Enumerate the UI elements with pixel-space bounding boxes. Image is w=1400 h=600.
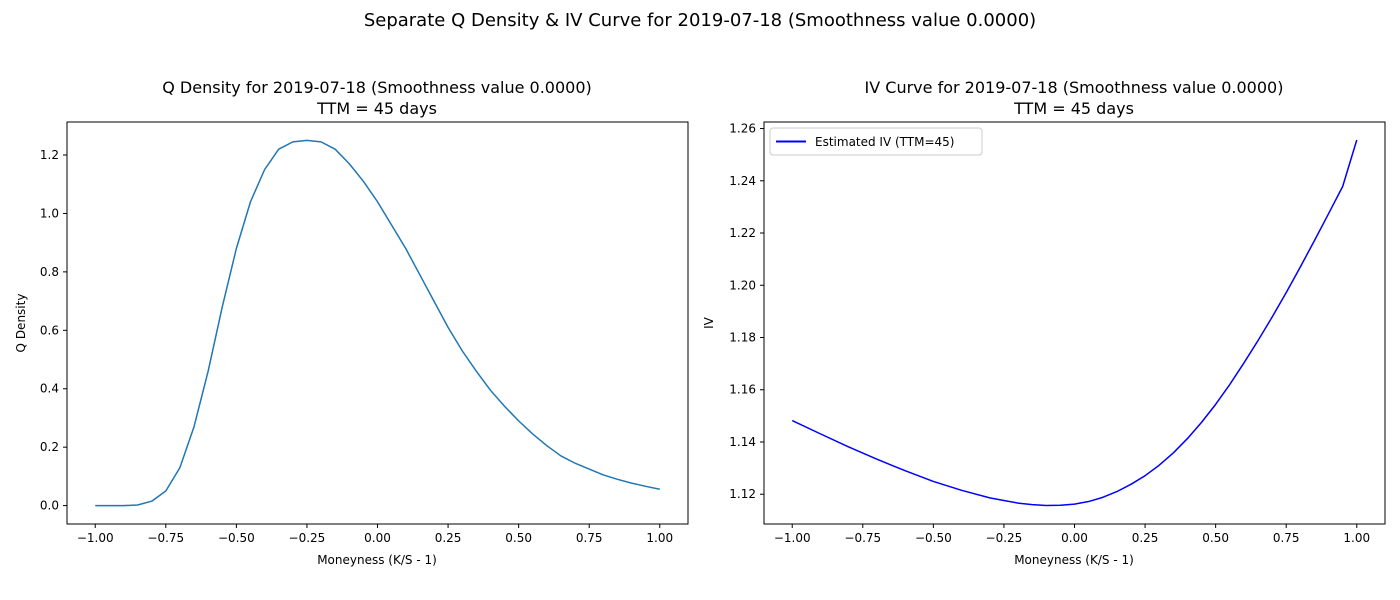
legend-box xyxy=(769,127,983,156)
plot-area-frame xyxy=(763,121,1386,525)
x-tick-label: 0.25 xyxy=(1132,531,1159,545)
tick-layer: −1.00 −0.75 −0.50 −0.25 0.00 0.25 0.50 0.75 1.00… xyxy=(729,122,1370,545)
y-tick-label: 1.18 xyxy=(729,330,756,344)
x-tick-label: 0.50 xyxy=(505,531,532,545)
x-tick-label: −0.25 xyxy=(986,531,1023,545)
x-tick-label: −0.75 xyxy=(844,531,881,545)
series-layer xyxy=(95,139,660,507)
q-density-chart: Q Density for 2019-07-18 (Smoothness val… xyxy=(14,78,689,567)
x-tick-label: −0.75 xyxy=(147,531,184,545)
x-tick-label: −1.00 xyxy=(77,531,114,545)
x-tick-label: 1.00 xyxy=(646,531,673,545)
y-tick-label: 0.8 xyxy=(40,265,59,279)
y-tick-label: 0.2 xyxy=(40,440,59,454)
x-tick-label: 0.25 xyxy=(435,531,462,545)
x-tick-label: 0.00 xyxy=(1061,531,1088,545)
y-tick-label: 1.24 xyxy=(729,174,756,188)
y-tick-label: 1.0 xyxy=(40,206,59,220)
x-tick-label: −0.50 xyxy=(915,531,952,545)
x-tick-label: −1.00 xyxy=(774,531,811,545)
x-axis-label: Moneyness (K/S - 1) xyxy=(317,553,437,567)
y-axis-label: IV xyxy=(702,316,716,329)
y-tick-label: 1.14 xyxy=(729,435,756,449)
x-tick-label: 0.75 xyxy=(576,531,603,545)
series-layer xyxy=(791,139,1358,507)
y-tick-label: 1.12 xyxy=(729,487,756,501)
figure-suptitle: Separate Q Density & IV Curve for 2019-0… xyxy=(364,10,1036,31)
series-line xyxy=(791,139,1358,507)
series-line xyxy=(95,139,660,507)
y-tick-label: 1.16 xyxy=(729,383,756,397)
plot-area-frame xyxy=(66,121,689,525)
y-tick-label: 0.4 xyxy=(40,382,59,396)
y-tick-label: 1.2 xyxy=(40,148,59,162)
legend-entry-label: Estimated IV (TTM=45) xyxy=(815,135,955,149)
y-tick-label: 1.22 xyxy=(729,226,756,240)
x-tick-label: 0.50 xyxy=(1202,531,1229,545)
y-axis-label: Q Density xyxy=(14,294,28,353)
x-axis-label: Moneyness (K/S - 1) xyxy=(1014,553,1134,567)
chart-subtitle: TTM = 45 days xyxy=(1013,99,1134,118)
x-tick-label: 0.00 xyxy=(364,531,391,545)
iv-curve-chart: IV Curve for 2019-07-18 (Smoothness valu… xyxy=(702,78,1386,567)
y-tick-label: 0.6 xyxy=(40,323,59,337)
y-tick-label: 1.20 xyxy=(729,278,756,292)
x-tick-label: −0.50 xyxy=(218,531,255,545)
y-tick-label: 0.0 xyxy=(40,499,59,513)
y-tick-label: 1.26 xyxy=(729,122,756,136)
chart-title: IV Curve for 2019-07-18 (Smoothness valu… xyxy=(865,78,1284,97)
chart-subtitle: TTM = 45 days xyxy=(316,99,437,118)
x-tick-label: 0.75 xyxy=(1273,531,1300,545)
tick-layer: −1.00 −0.75 −0.50 −0.25 0.00 0.25 0.50 0.75 1.00… xyxy=(40,148,673,545)
x-tick-label: −0.25 xyxy=(289,531,326,545)
legend: Estimated IV (TTM=45) xyxy=(769,127,983,156)
chart-title: Q Density for 2019-07-18 (Smoothness val… xyxy=(162,78,591,97)
x-tick-label: 1.00 xyxy=(1343,531,1370,545)
